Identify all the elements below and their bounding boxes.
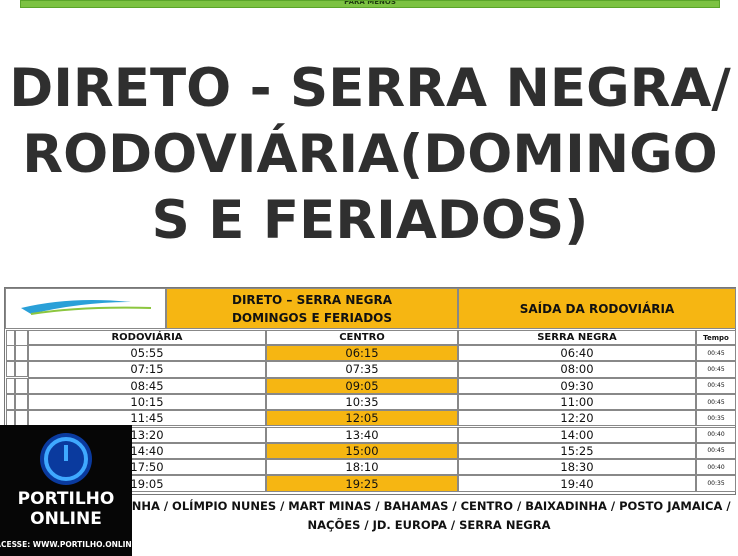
- time-cell: 09:05: [266, 377, 458, 394]
- duration-cell: 00:45: [696, 442, 736, 460]
- logo-cell: [5, 288, 166, 329]
- time-cell: 08:45: [28, 377, 266, 394]
- line-cell: [15, 345, 28, 361]
- line-cell: [15, 377, 28, 394]
- time-cell: 18:30: [458, 459, 696, 476]
- column-header: Tempo: [696, 330, 736, 345]
- index-cell: [6, 345, 15, 361]
- time-cell: 07:15: [28, 361, 266, 378]
- table-heading: DIRETO – SERRA NEGRA DOMINGOS E FERIADOS: [166, 288, 458, 329]
- time-cell: 19:25: [266, 475, 458, 492]
- index-cell: [6, 393, 15, 410]
- line-cell: [15, 361, 28, 378]
- line-cell: [15, 393, 28, 410]
- column-header: CENTRO: [266, 330, 458, 345]
- route-description: INHA / OLÍMPIO NUNES / MART MINAS / BAHA…: [127, 499, 731, 532]
- column-header: SERRA NEGRA: [458, 330, 696, 345]
- index-cell: [6, 410, 15, 427]
- logo: [20, 299, 151, 315]
- duration-cell: 00:35: [696, 475, 736, 492]
- time-cell: 15:00: [266, 442, 458, 460]
- time-cell: 09:30: [458, 377, 696, 394]
- index-cell: [6, 330, 15, 346]
- time-cell: 08:00: [458, 361, 696, 378]
- time-cell: 11:00: [458, 393, 696, 411]
- page-title: DIRETO - SERRA NEGRA/RODOVIÁRIA(DOMINGOS…: [9, 58, 731, 251]
- duration-cell: 00:45: [696, 377, 736, 394]
- watermark-logo: PORTILHO ONLINE ACESSE: WWW.PORTILHO.ONL…: [0, 433, 132, 549]
- duration-cell: 00:35: [696, 410, 736, 427]
- watermark-line: ONLINE: [30, 509, 102, 529]
- time-cell: 11:45: [28, 410, 266, 427]
- time-cell: 19:40: [458, 475, 696, 492]
- time-cell: 13:40: [266, 426, 458, 443]
- table-subheading: SAÍDA DA RODOVIÁRIA: [458, 288, 736, 329]
- time-cell: 18:10: [266, 459, 458, 476]
- column-header: RODOVIÁRIA: [28, 330, 266, 345]
- time-cell: 12:20: [458, 410, 696, 427]
- index-cell: [6, 361, 15, 378]
- line-cell: [15, 330, 28, 346]
- duration-cell: 00:45: [696, 345, 736, 362]
- duration-cell: 00:45: [696, 361, 736, 378]
- time-cell: 14:00: [458, 426, 696, 443]
- time-cell: 10:15: [28, 393, 266, 411]
- time-cell: 06:15: [266, 345, 458, 362]
- top-banner: PARA MENOS: [20, 0, 720, 8]
- watermark-line: PORTILHO: [18, 489, 115, 509]
- schedule-table: DIRETO – SERRA NEGRA DOMINGOS E FERIADOS…: [4, 287, 736, 495]
- time-cell: 15:25: [458, 442, 696, 460]
- duration-cell: 00:45: [696, 393, 736, 411]
- watermark-url: ACESSE: WWW.PORTILHO.ONLINE: [0, 540, 132, 549]
- duration-cell: 00:40: [696, 459, 736, 476]
- time-cell: 10:35: [266, 393, 458, 411]
- line-cell: [15, 410, 28, 427]
- index-cell: [6, 377, 15, 394]
- time-cell: 07:35: [266, 361, 458, 378]
- time-cell: 05:55: [28, 345, 266, 362]
- duration-cell: 00:40: [696, 426, 736, 443]
- time-cell: 06:40: [458, 345, 696, 362]
- time-cell: 12:05: [266, 410, 458, 427]
- watermark: PORTILHO ONLINE ACESSE: WWW.PORTILHO.ONL…: [0, 425, 132, 556]
